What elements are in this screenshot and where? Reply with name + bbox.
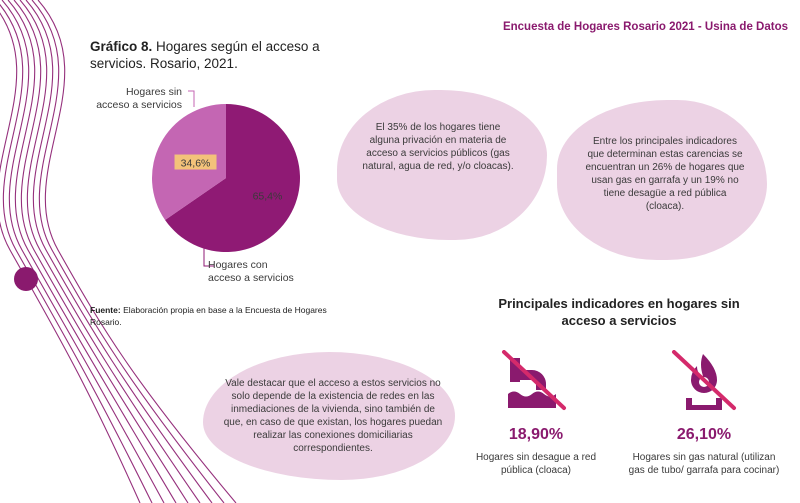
- no-drain-icon: [502, 350, 566, 410]
- wave-line: [31, 0, 225, 503]
- source-text: Elaboración propia en base a la Encuesta…: [90, 305, 327, 327]
- chart-source: Fuente: Elaboración propia en base a la …: [90, 304, 330, 328]
- pie-label-sin-acceso: Hogares sin acceso a servicios: [96, 86, 182, 111]
- wave-line: [0, 4, 153, 503]
- value-label-highlight: [174, 154, 217, 170]
- indicator-label-drain: Hogares sin desague a red pública (cloac…: [475, 452, 597, 476]
- source-label: Fuente:: [90, 305, 121, 315]
- info-blob-2: [557, 100, 767, 260]
- decorative-dot: [14, 267, 38, 291]
- leader-line-con: [203, 246, 214, 267]
- no-gas-icon: [672, 350, 736, 410]
- info-text-1: El 35% de los hogares tiene alguna priva…: [362, 122, 514, 172]
- wave-line: [25, 0, 213, 503]
- chart-title-number: Gráfico 8.: [90, 39, 153, 54]
- pie-value-label-con: 65,4%: [253, 190, 283, 202]
- chart-title: Gráfico 8. Hogares según el acceso a ser…: [90, 38, 350, 72]
- report-header: Encuesta de Hogares Rosario 2021 - Usina…: [502, 21, 788, 33]
- info-text-2: Entre los principales indicadores que de…: [585, 136, 745, 212]
- chart-title-text: Hogares según el acceso a servicios. Ros…: [90, 39, 320, 71]
- info-text-3: Vale destacar que el acceso a estos serv…: [223, 378, 443, 454]
- wave-line: [37, 0, 237, 503]
- wave-line: [13, 0, 189, 503]
- leader-line-sin: [188, 90, 195, 107]
- pie-slice-con-acceso: [165, 104, 300, 252]
- pie-value-label-sin: 34,6%: [181, 158, 211, 170]
- indicator-label-gas: Hogares sin gas natural (utilizan gas de…: [628, 452, 780, 476]
- wave-line: [1, 0, 165, 503]
- info-blob-1: [337, 90, 547, 240]
- indicator-value-gas: 26,10%: [676, 426, 732, 443]
- wave-line: [19, 0, 201, 503]
- wave-line: [7, 0, 177, 503]
- wave-line: [0, 12, 141, 503]
- indicator-value-drain: 18,90%: [508, 426, 564, 443]
- indicators-title: Principales indicadores en hogares sin a…: [498, 296, 740, 328]
- pie-label-con-acceso: Hogares con acceso a servicios: [208, 259, 294, 284]
- info-blob-3: [203, 352, 455, 480]
